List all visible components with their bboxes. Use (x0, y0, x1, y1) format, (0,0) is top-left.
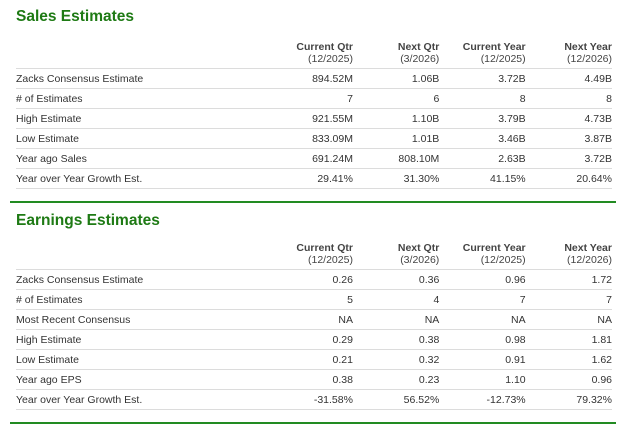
cell-value: 7 (237, 88, 353, 109)
table-row: # of Estimates 7 6 8 8 (16, 88, 612, 109)
cell-value: 3.72B (439, 68, 526, 89)
cell-value: 1.72 (525, 269, 612, 290)
cell-value: 1.06B (352, 68, 440, 89)
table-row: High Estimate 0.29 0.38 0.98 1.81 (16, 329, 612, 350)
cell-value: NA (352, 309, 440, 330)
cell-value: 4 (352, 289, 440, 310)
column-header: Current Qtr (12/2025) (296, 242, 353, 266)
cell-value: 808.10M (352, 148, 440, 169)
cell-value: NA (237, 309, 353, 330)
cell-value: 0.38 (352, 329, 440, 350)
cell-value: 56.52% (352, 389, 440, 410)
cell-value: 41.15% (439, 168, 526, 189)
table-row: Zacks Consensus Estimate 894.52M 1.06B 3… (16, 68, 612, 89)
column-header: Next Qtr (3/2026) (397, 41, 440, 65)
table-header-row: Current Qtr (12/2025) Next Qtr (3/2026) Cu… (16, 242, 612, 270)
table-row: High Estimate 921.55M 1.10B 3.79B 4.73B (16, 108, 612, 129)
cell-value: 5 (237, 289, 353, 310)
cell-value: 1.10B (352, 108, 440, 129)
section-divider (10, 201, 616, 203)
cell-value: 0.91 (439, 349, 526, 370)
table-row: # of Estimates 5 4 7 7 (16, 289, 612, 310)
earnings-estimates-table: Current Qtr (12/2025) Next Qtr (3/2026) Cu… (16, 242, 612, 410)
row-label: Low Estimate (16, 128, 238, 149)
cell-value: 0.38 (237, 369, 353, 390)
column-header: Next Year (12/2026) (564, 242, 612, 266)
cell-value: 4.73B (525, 108, 612, 129)
cell-value: 0.36 (352, 269, 440, 290)
row-label: Year ago Sales (16, 148, 238, 169)
column-header: Current Year (12/2025) (462, 242, 526, 266)
cell-value: 1.01B (352, 128, 440, 149)
cell-value: 8 (525, 88, 612, 109)
cell-value: 894.52M (237, 68, 353, 89)
table-row: Year over Year Growth Est. -31.58% 56.52… (16, 389, 612, 410)
row-label: Year ago EPS (16, 369, 238, 390)
cell-value: 79.32% (525, 389, 612, 410)
column-header: Next Year (12/2026) (564, 41, 612, 65)
sales-estimates-title: Sales Estimates (16, 8, 135, 25)
cell-value: 0.32 (352, 349, 440, 370)
cell-value: 0.96 (439, 269, 526, 290)
cell-value: 3.79B (439, 108, 526, 129)
cell-value: 833.09M (237, 128, 353, 149)
cell-value: 20.64% (525, 168, 612, 189)
cell-value: 921.55M (237, 108, 353, 129)
earnings-estimates-title: Earnings Estimates (16, 212, 160, 229)
row-label: Zacks Consensus Estimate (16, 68, 238, 89)
table-row: Year ago EPS 0.38 0.23 1.10 0.96 (16, 369, 612, 390)
row-label: High Estimate (16, 329, 238, 350)
cell-value: 8 (439, 88, 526, 109)
row-label: High Estimate (16, 108, 238, 129)
cell-value: 691.24M (237, 148, 353, 169)
cell-value: 2.63B (439, 148, 526, 169)
cell-value: 3.87B (525, 128, 612, 149)
cell-value: 7 (525, 289, 612, 310)
row-label: # of Estimates (16, 289, 238, 310)
cell-value: 4.49B (525, 68, 612, 89)
cell-value: 1.10 (439, 369, 526, 390)
cell-value: 3.72B (525, 148, 612, 169)
column-header: Current Qtr (12/2025) (296, 41, 353, 65)
table-header-row: Current Qtr (12/2025) Next Qtr (3/2026) Cu… (16, 41, 612, 69)
cell-value: 0.26 (237, 269, 353, 290)
row-label: # of Estimates (16, 88, 238, 109)
cell-value: 0.98 (439, 329, 526, 350)
row-label: Most Recent Consensus (16, 309, 238, 330)
cell-value: 31.30% (352, 168, 440, 189)
cell-value: 7 (439, 289, 526, 310)
cell-value: 1.62 (525, 349, 612, 370)
cell-value: 3.46B (439, 128, 526, 149)
cell-value: NA (439, 309, 526, 330)
cell-value: 0.29 (237, 329, 353, 350)
cell-value: 29.41% (237, 168, 353, 189)
cell-value: -31.58% (237, 389, 353, 410)
table-row: Zacks Consensus Estimate 0.26 0.36 0.96 … (16, 269, 612, 290)
table-row: Low Estimate 0.21 0.32 0.91 1.62 (16, 349, 612, 370)
sales-estimates-table: Current Qtr (12/2025) Next Qtr (3/2026) Cu… (16, 41, 612, 189)
table-row: Most Recent Consensus NA NA NA NA (16, 309, 612, 330)
cell-value: 0.21 (237, 349, 353, 370)
cell-value: 0.96 (525, 369, 612, 390)
earnings-estimates-section: Earnings Estimates Current Qtr (12/2025) … (10, 203, 616, 424)
row-label: Year over Year Growth Est. (16, 168, 238, 189)
row-label: Year over Year Growth Est. (16, 389, 238, 410)
cell-value: 6 (352, 88, 440, 109)
column-header: Current Year (12/2025) (462, 41, 526, 65)
table-row: Year ago Sales 691.24M 808.10M 2.63B 3.7… (16, 148, 612, 169)
row-label: Low Estimate (16, 349, 238, 370)
table-row: Year over Year Growth Est. 29.41% 31.30%… (16, 168, 612, 189)
cell-value: NA (525, 309, 612, 330)
table-row: Low Estimate 833.09M 1.01B 3.46B 3.87B (16, 128, 612, 149)
sales-estimates-section: Sales Estimates Current Qtr (12/2025) Nex… (10, 0, 616, 203)
cell-value: 0.23 (352, 369, 440, 390)
cell-value: 1.81 (525, 329, 612, 350)
row-label: Zacks Consensus Estimate (16, 269, 238, 290)
column-header: Next Qtr (3/2026) (397, 242, 440, 266)
cell-value: -12.73% (439, 389, 526, 410)
